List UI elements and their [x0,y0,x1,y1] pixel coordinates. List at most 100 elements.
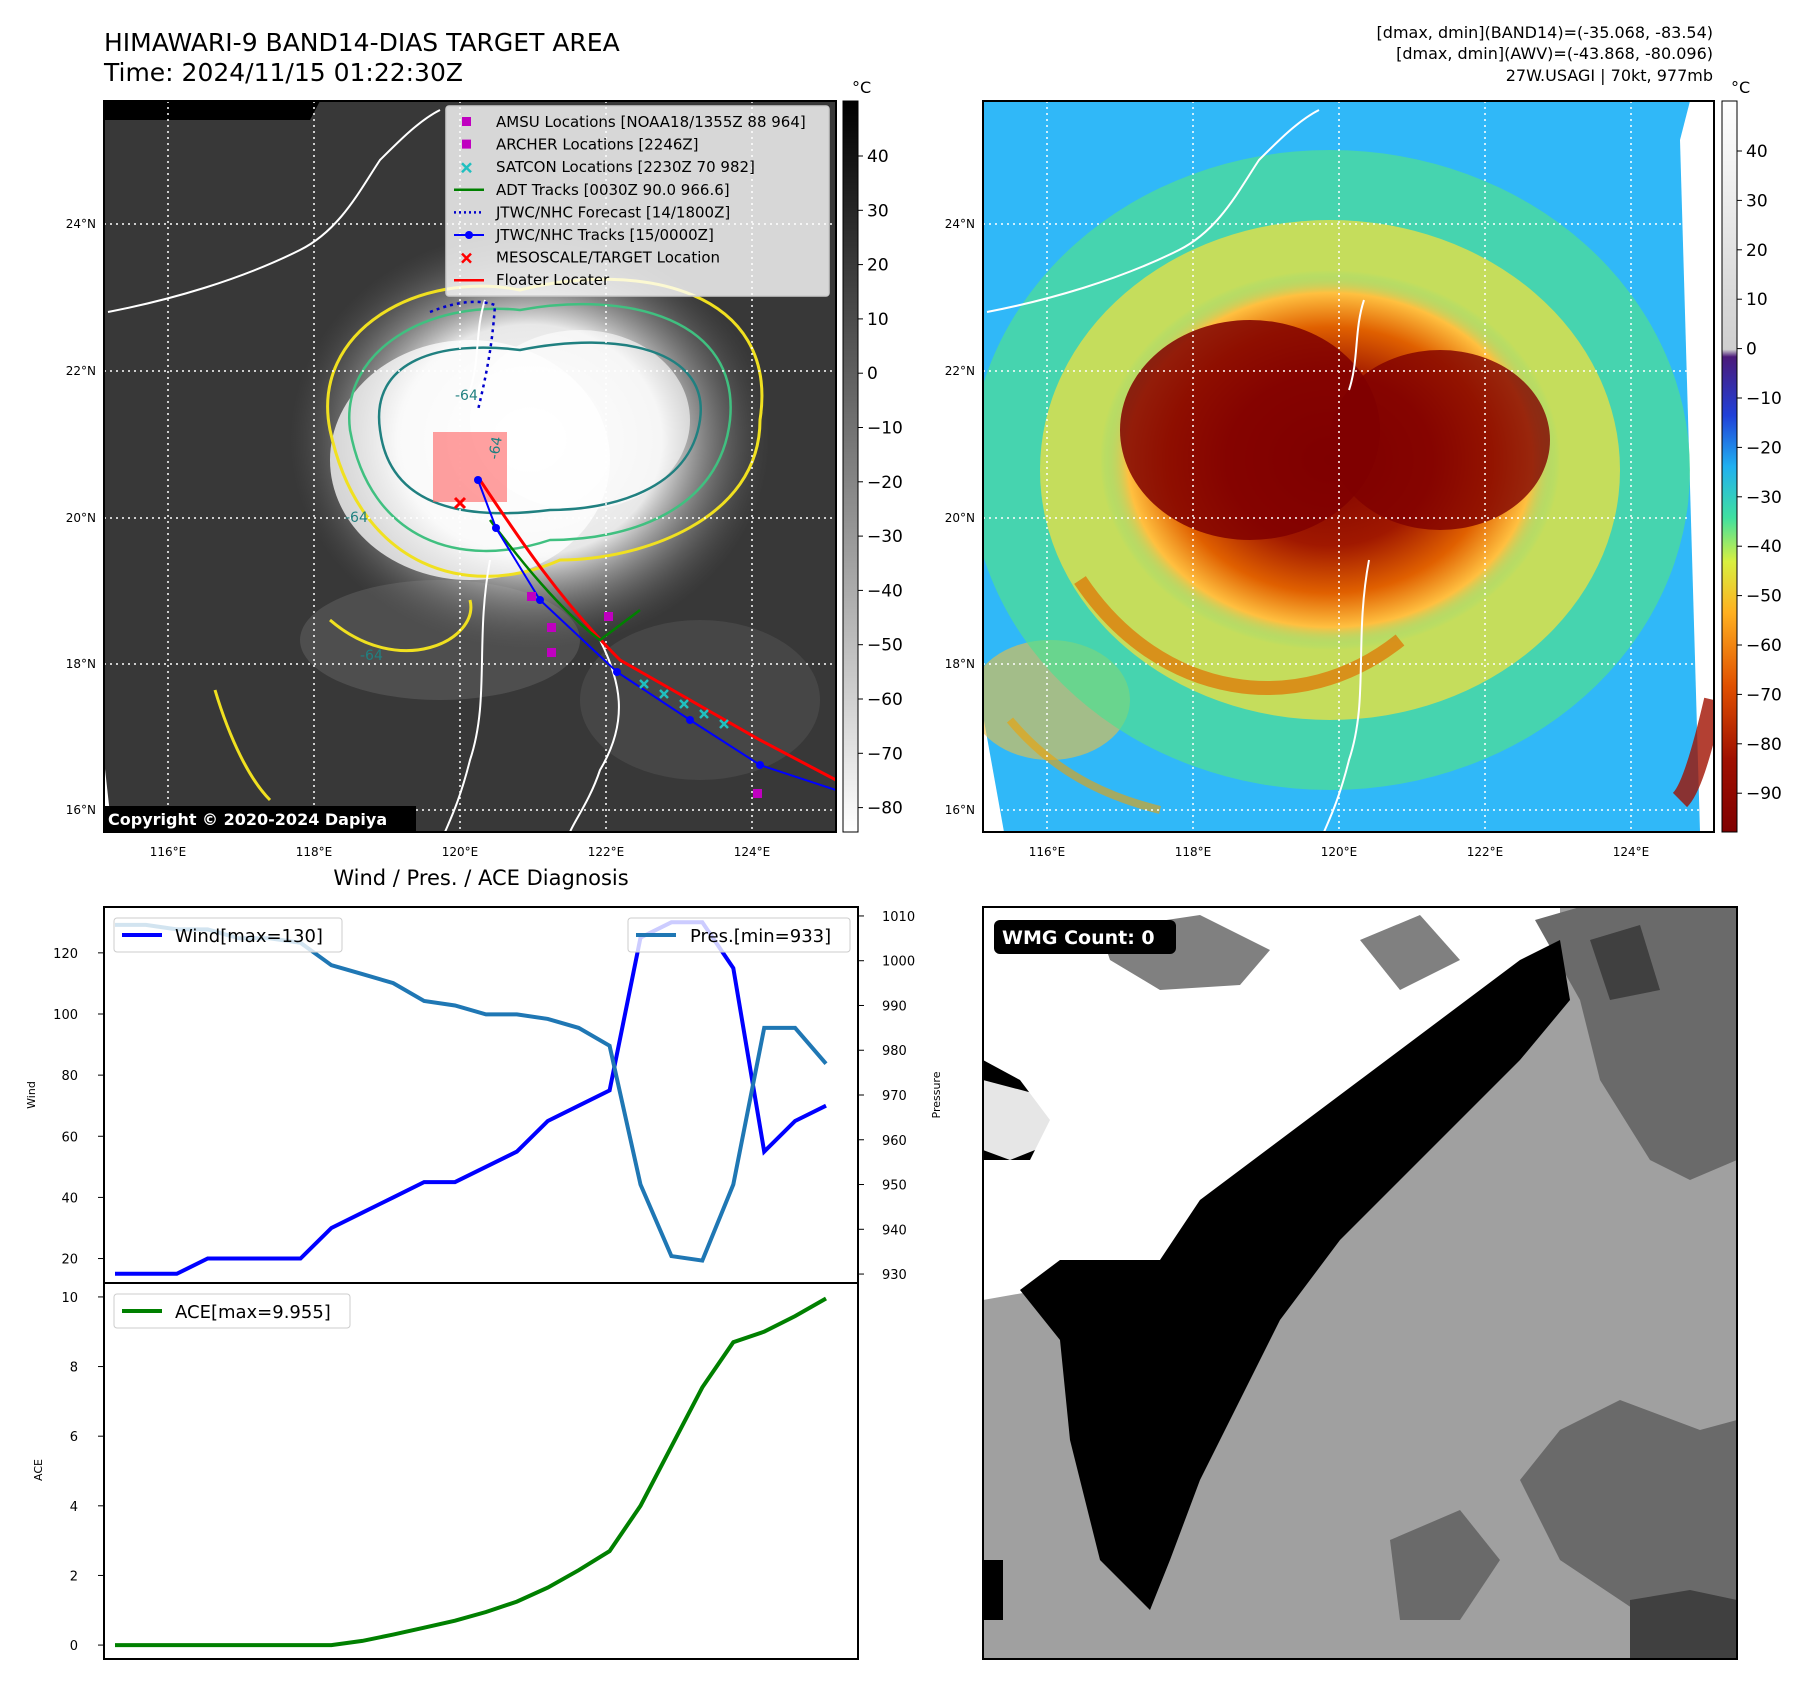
colorbar-tick-label: −70 [1746,685,1782,705]
colorbar-tick-label: −40 [1746,537,1782,557]
colorbar-tick-label: 0 [867,364,878,384]
legend-item: SATCON Locations [2230Z 70 982] [461,158,755,176]
legend-item: AMSU Locations [NOAA18/1355Z 88 964] [462,113,806,131]
wind-tick-label: 20 [61,1253,78,1268]
pressure-tick-label: 950 [882,1179,907,1194]
colorbar-tick-label: −90 [1746,784,1782,804]
colorbar-tick-label: −10 [1746,389,1782,409]
lon-label: 116°E [1029,845,1066,859]
wmg-white-region [983,907,1560,1300]
wmg-count-label: WMG Count: 0 [1002,927,1155,949]
legend-label: ARCHER Locations [2246Z] [496,136,699,154]
wmg-count-badge [994,920,1176,954]
mesoscale-marker [453,496,467,510]
colorbar-tick-label: −60 [1746,636,1782,656]
colorbar-tick-label: −50 [1746,587,1782,607]
legend-label: SATCON Locations [2230Z 70 982] [496,158,755,176]
map-right-frame [982,100,1715,833]
colorbar-tick-label: 40 [1746,142,1768,162]
map-left-lat-labels: 24°N 22°N 20°N 18°N 16°N [66,217,96,817]
jtwc-forecast-track [429,300,497,411]
contour-label: -64 [345,510,368,526]
colorbar-tick-label: −10 [867,419,903,439]
coastline-taiwan [469,299,486,391]
coastline-luzon [1323,559,1370,832]
legend-label: Floater Locater [496,271,610,289]
contour-label: -64 [455,388,478,404]
colorbar-tick-label: 0 [1746,340,1757,360]
contour-label: -64 [486,435,506,460]
lon-label: 116°E [150,845,187,859]
pressure-legend: Pres.[min=933] [627,917,851,953]
pressure-tick-label: 940 [882,1223,907,1238]
colorbar-tick-label: −50 [867,636,903,656]
coastline-china [107,109,441,313]
pressure-tick-label: 930 [882,1268,907,1283]
colorbar-tick-label: −40 [867,581,903,601]
map-legend: AMSU Locations [NOAA18/1355Z 88 964] ARCH… [445,105,830,297]
contour-middle [348,302,732,553]
colorbar-tick-label: −30 [867,527,903,547]
wind-pressure-chart: Wind Pressure 20 40 60 80 100 120 930 940 950 96… [25,906,943,1284]
colorbar-tick-label: −20 [867,473,903,493]
colorbar-tick-label: −80 [1746,735,1782,755]
legend-marker-square [462,139,471,149]
lon-label: 120°E [1321,845,1358,859]
colorbar-tick-label: −20 [1746,438,1782,458]
ir-map-left: -64 -64 -64 -64 Copyright © 2020-2024 Da… [66,78,903,859]
colorbar-unit: °C [852,78,871,97]
coastline-china [986,109,1320,313]
ace-chart: ACE 0 2 4 6 8 10 ACE[max=9.955] [32,1282,859,1660]
lat-label: 20°N [945,511,975,525]
colorbar-tick-label: 30 [867,201,889,221]
page-title: HIMAWARI-9 BAND14-DIAS TARGET AREA [104,28,620,57]
wind-axis-label: Wind [25,1081,38,1109]
colorbar-unit: °C [1731,78,1750,97]
lon-label: 120°E [442,845,479,859]
coastline-taiwan [1348,299,1365,391]
lat-label: 18°N [945,657,975,671]
lon-label: 118°E [1175,845,1212,859]
pressure-tick-label: 990 [882,999,907,1014]
ace-series-line [115,1296,827,1648]
legend-label: ADT Tracks [0030Z 90.0 966.6] [496,181,730,199]
legend-item: Floater Locater [454,271,610,289]
colorbar-tick-label: 20 [1746,241,1768,261]
colorbar-tick-label: 40 [867,147,889,167]
ace-axis-label: ACE [32,1459,45,1481]
copyright-text: Copyright © 2020-2024 Dapiya [108,810,387,829]
ace-tick-label: 8 [70,1361,78,1376]
legend-ace: ACE[max=9.955] [175,1302,331,1323]
legend-label: MESOSCALE/TARGET Location [496,249,720,267]
colorbar-tick-label: −60 [867,690,903,710]
legend-pressure: Pres.[min=933] [690,926,831,947]
lat-label: 22°N [66,364,96,378]
pressure-tick-label: 1000 [882,955,915,970]
floater-locater-track [478,479,836,782]
map-left-frame [103,100,837,833]
lat-label: 18°N [66,657,96,671]
ace-tick-label: 6 [70,1430,78,1445]
legend-item: MESOSCALE/TARGET Location [461,249,720,267]
colorbar-tick-label: 10 [1746,290,1768,310]
ir-nodata-corner [104,101,320,120]
colorbar-right: °C 40 30 20 10 0 −10 −20 −30 −40 −50 −60 −70 −80 −90 [1721,78,1782,833]
wmg-panel: WMG Count: 0 [982,906,1738,1660]
pressure-tick-label: 960 [882,1134,907,1149]
wind-tick-label: 80 [61,1069,78,1084]
lat-label: 20°N [66,511,96,525]
lon-label: 122°E [1467,845,1504,859]
target-area-box [433,432,507,502]
legend-wind: Wind[max=130] [175,926,323,947]
colorbar-tick-label: 10 [867,310,889,330]
map-grid-right [983,101,1714,832]
legend-item: ADT Tracks [0030Z 90.0 966.6] [454,181,730,199]
lon-label: 124°E [1613,845,1650,859]
wind-tick-label: 40 [61,1191,78,1206]
ace-tick-label: 0 [70,1639,78,1654]
legend-label: JTWC/NHC Tracks [15/0000Z] [495,226,714,244]
page-timestamp: Time: 2024/11/15 01:22:30Z [103,58,463,87]
colorbar-tick-label: −30 [1746,488,1782,508]
adt-track [489,519,641,642]
wmg-frame [982,906,1738,1660]
